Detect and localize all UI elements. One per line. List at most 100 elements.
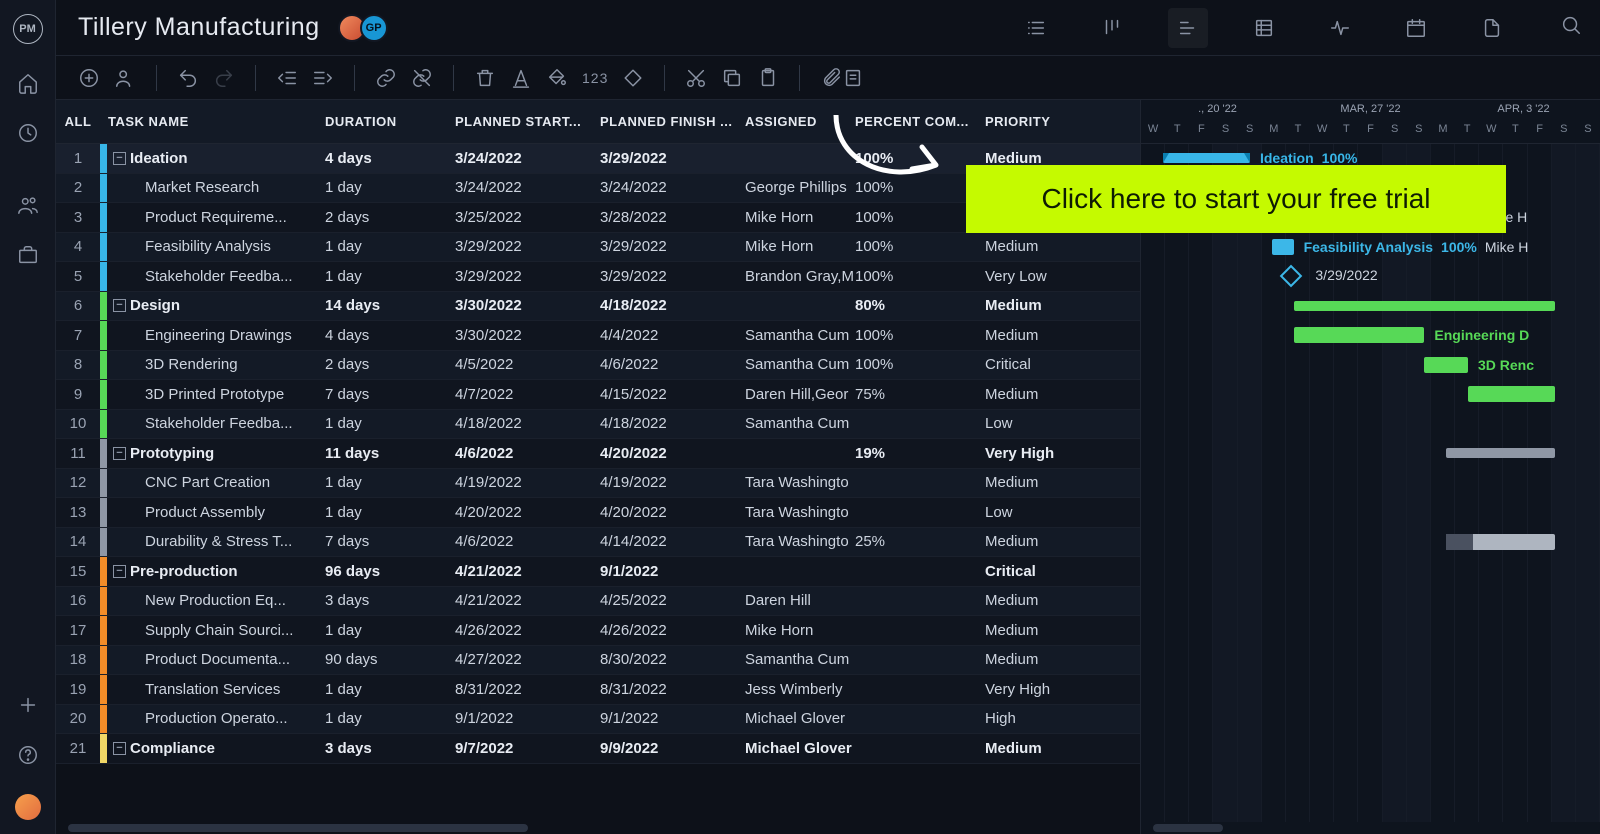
start[interactable]: 3/30/2022 — [455, 297, 600, 314]
recent-icon[interactable] — [17, 122, 39, 144]
percent[interactable]: 100% — [855, 268, 985, 285]
col-priority[interactable]: PRIORITY — [985, 114, 1085, 129]
col-duration[interactable]: DURATION — [325, 114, 455, 129]
add-task-icon[interactable] — [78, 67, 100, 89]
gantt-summary-bar[interactable] — [1446, 448, 1555, 458]
task-name[interactable]: 3D Printed Prototype — [113, 386, 325, 403]
finish[interactable]: 8/30/2022 — [600, 651, 745, 668]
priority[interactable]: Medium — [985, 533, 1085, 550]
assigned[interactable]: Michael Glover — [745, 710, 855, 727]
task-name[interactable]: Product Requireme... — [113, 209, 325, 226]
task-name[interactable]: Durability & Stress T... — [113, 533, 325, 550]
priority[interactable]: Medium — [985, 651, 1085, 668]
gantt-task-bar[interactable] — [1468, 386, 1555, 402]
task-name[interactable]: Market Research — [113, 179, 325, 196]
duration[interactable]: 7 days — [325, 386, 455, 403]
add-icon[interactable] — [17, 694, 39, 716]
priority[interactable]: High — [985, 710, 1085, 727]
finish[interactable]: 4/20/2022 — [600, 504, 745, 521]
view-calendar-icon[interactable] — [1396, 8, 1436, 48]
col-task[interactable]: TASK NAME — [100, 114, 325, 129]
duration[interactable]: 2 days — [325, 209, 455, 226]
priority[interactable]: Very Low — [985, 268, 1085, 285]
task-name[interactable]: Stakeholder Feedba... — [113, 268, 325, 285]
finish[interactable]: 4/19/2022 — [600, 474, 745, 491]
task-name[interactable]: 3D Rendering — [113, 356, 325, 373]
note-icon[interactable] — [842, 67, 864, 89]
view-files-icon[interactable] — [1472, 8, 1512, 48]
finish[interactable]: 3/29/2022 — [600, 238, 745, 255]
assigned[interactable]: Jess Wimberly — [745, 681, 855, 698]
assigned[interactable]: Samantha Cum — [745, 651, 855, 668]
gantt-hscroll[interactable] — [1141, 822, 1600, 834]
percent[interactable]: 100% — [855, 238, 985, 255]
priority[interactable]: Medium — [985, 592, 1085, 609]
percent[interactable]: 19% — [855, 445, 985, 462]
collapse-icon[interactable]: − — [113, 565, 126, 578]
start[interactable]: 4/20/2022 — [455, 504, 600, 521]
duration[interactable]: 90 days — [325, 651, 455, 668]
priority[interactable]: Critical — [985, 356, 1085, 373]
finish[interactable]: 4/25/2022 — [600, 592, 745, 609]
start[interactable]: 4/6/2022 — [455, 445, 600, 462]
task-row[interactable]: 18Product Documenta...90 days4/27/20228/… — [56, 646, 1140, 676]
task-row[interactable]: 11−Prototyping11 days4/6/20224/20/202219… — [56, 439, 1140, 469]
assigned[interactable]: Samantha Cum — [745, 415, 855, 432]
finish[interactable]: 4/6/2022 — [600, 356, 745, 373]
task-name[interactable]: CNC Part Creation — [113, 474, 325, 491]
assigned[interactable]: Samantha Cum — [745, 327, 855, 344]
redo-icon[interactable] — [213, 67, 235, 89]
task-row[interactable]: 14Durability & Stress T...7 days4/6/2022… — [56, 528, 1140, 558]
task-name[interactable]: Feasibility Analysis — [113, 238, 325, 255]
view-activity-icon[interactable] — [1320, 8, 1360, 48]
task-name[interactable]: New Production Eq... — [113, 592, 325, 609]
finish[interactable]: 8/31/2022 — [600, 681, 745, 698]
start[interactable]: 3/24/2022 — [455, 150, 600, 167]
task-row[interactable]: 13Product Assembly1 day4/20/20224/20/202… — [56, 498, 1140, 528]
start[interactable]: 4/18/2022 — [455, 415, 600, 432]
help-icon[interactable] — [17, 744, 39, 766]
finish[interactable]: 9/1/2022 — [600, 563, 745, 580]
priority[interactable]: Medium — [985, 622, 1085, 639]
task-name[interactable]: Product Documenta... — [113, 651, 325, 668]
start[interactable]: 3/29/2022 — [455, 238, 600, 255]
outdent-icon[interactable] — [276, 67, 298, 89]
percent[interactable]: 80% — [855, 297, 985, 314]
start[interactable]: 9/1/2022 — [455, 710, 600, 727]
copy-icon[interactable] — [721, 67, 743, 89]
priority[interactable]: Very High — [985, 681, 1085, 698]
start[interactable]: 8/31/2022 — [455, 681, 600, 698]
attach-icon[interactable] — [820, 67, 864, 89]
view-list-icon[interactable] — [1016, 8, 1056, 48]
duration[interactable]: 1 day — [325, 179, 455, 196]
gantt-summary-bar[interactable] — [1294, 301, 1556, 311]
assigned[interactable]: Samantha Cum — [745, 356, 855, 373]
unlink-icon[interactable] — [411, 67, 433, 89]
duration[interactable]: 3 days — [325, 592, 455, 609]
percent[interactable]: 100% — [855, 327, 985, 344]
assigned[interactable]: Daren Hill — [745, 592, 855, 609]
task-name[interactable]: −Design — [113, 297, 325, 314]
priority[interactable]: Medium — [985, 740, 1085, 757]
start[interactable]: 4/27/2022 — [455, 651, 600, 668]
task-row[interactable]: 5Stakeholder Feedba...1 day3/29/20223/29… — [56, 262, 1140, 292]
duration[interactable]: 4 days — [325, 150, 455, 167]
start[interactable]: 4/7/2022 — [455, 386, 600, 403]
task-row[interactable]: 19Translation Services1 day8/31/20228/31… — [56, 675, 1140, 705]
finish[interactable]: 4/18/2022 — [600, 297, 745, 314]
duration[interactable]: 1 day — [325, 268, 455, 285]
link-icon[interactable] — [375, 67, 397, 89]
logo[interactable]: PM — [13, 14, 43, 44]
start[interactable]: 3/24/2022 — [455, 179, 600, 196]
undo-icon[interactable] — [177, 67, 199, 89]
duration[interactable]: 7 days — [325, 533, 455, 550]
task-name[interactable]: −Ideation — [113, 150, 325, 167]
view-gantt-icon[interactable] — [1168, 8, 1208, 48]
portfolio-icon[interactable] — [17, 244, 39, 266]
finish[interactable]: 9/1/2022 — [600, 710, 745, 727]
assigned[interactable]: Brandon Gray,M — [745, 268, 855, 285]
task-row[interactable]: 4Feasibility Analysis1 day3/29/20223/29/… — [56, 233, 1140, 263]
paste-icon[interactable] — [757, 67, 779, 89]
gantt-summary-bar[interactable]: Ideation 100% — [1163, 153, 1250, 163]
duration[interactable]: 1 day — [325, 504, 455, 521]
